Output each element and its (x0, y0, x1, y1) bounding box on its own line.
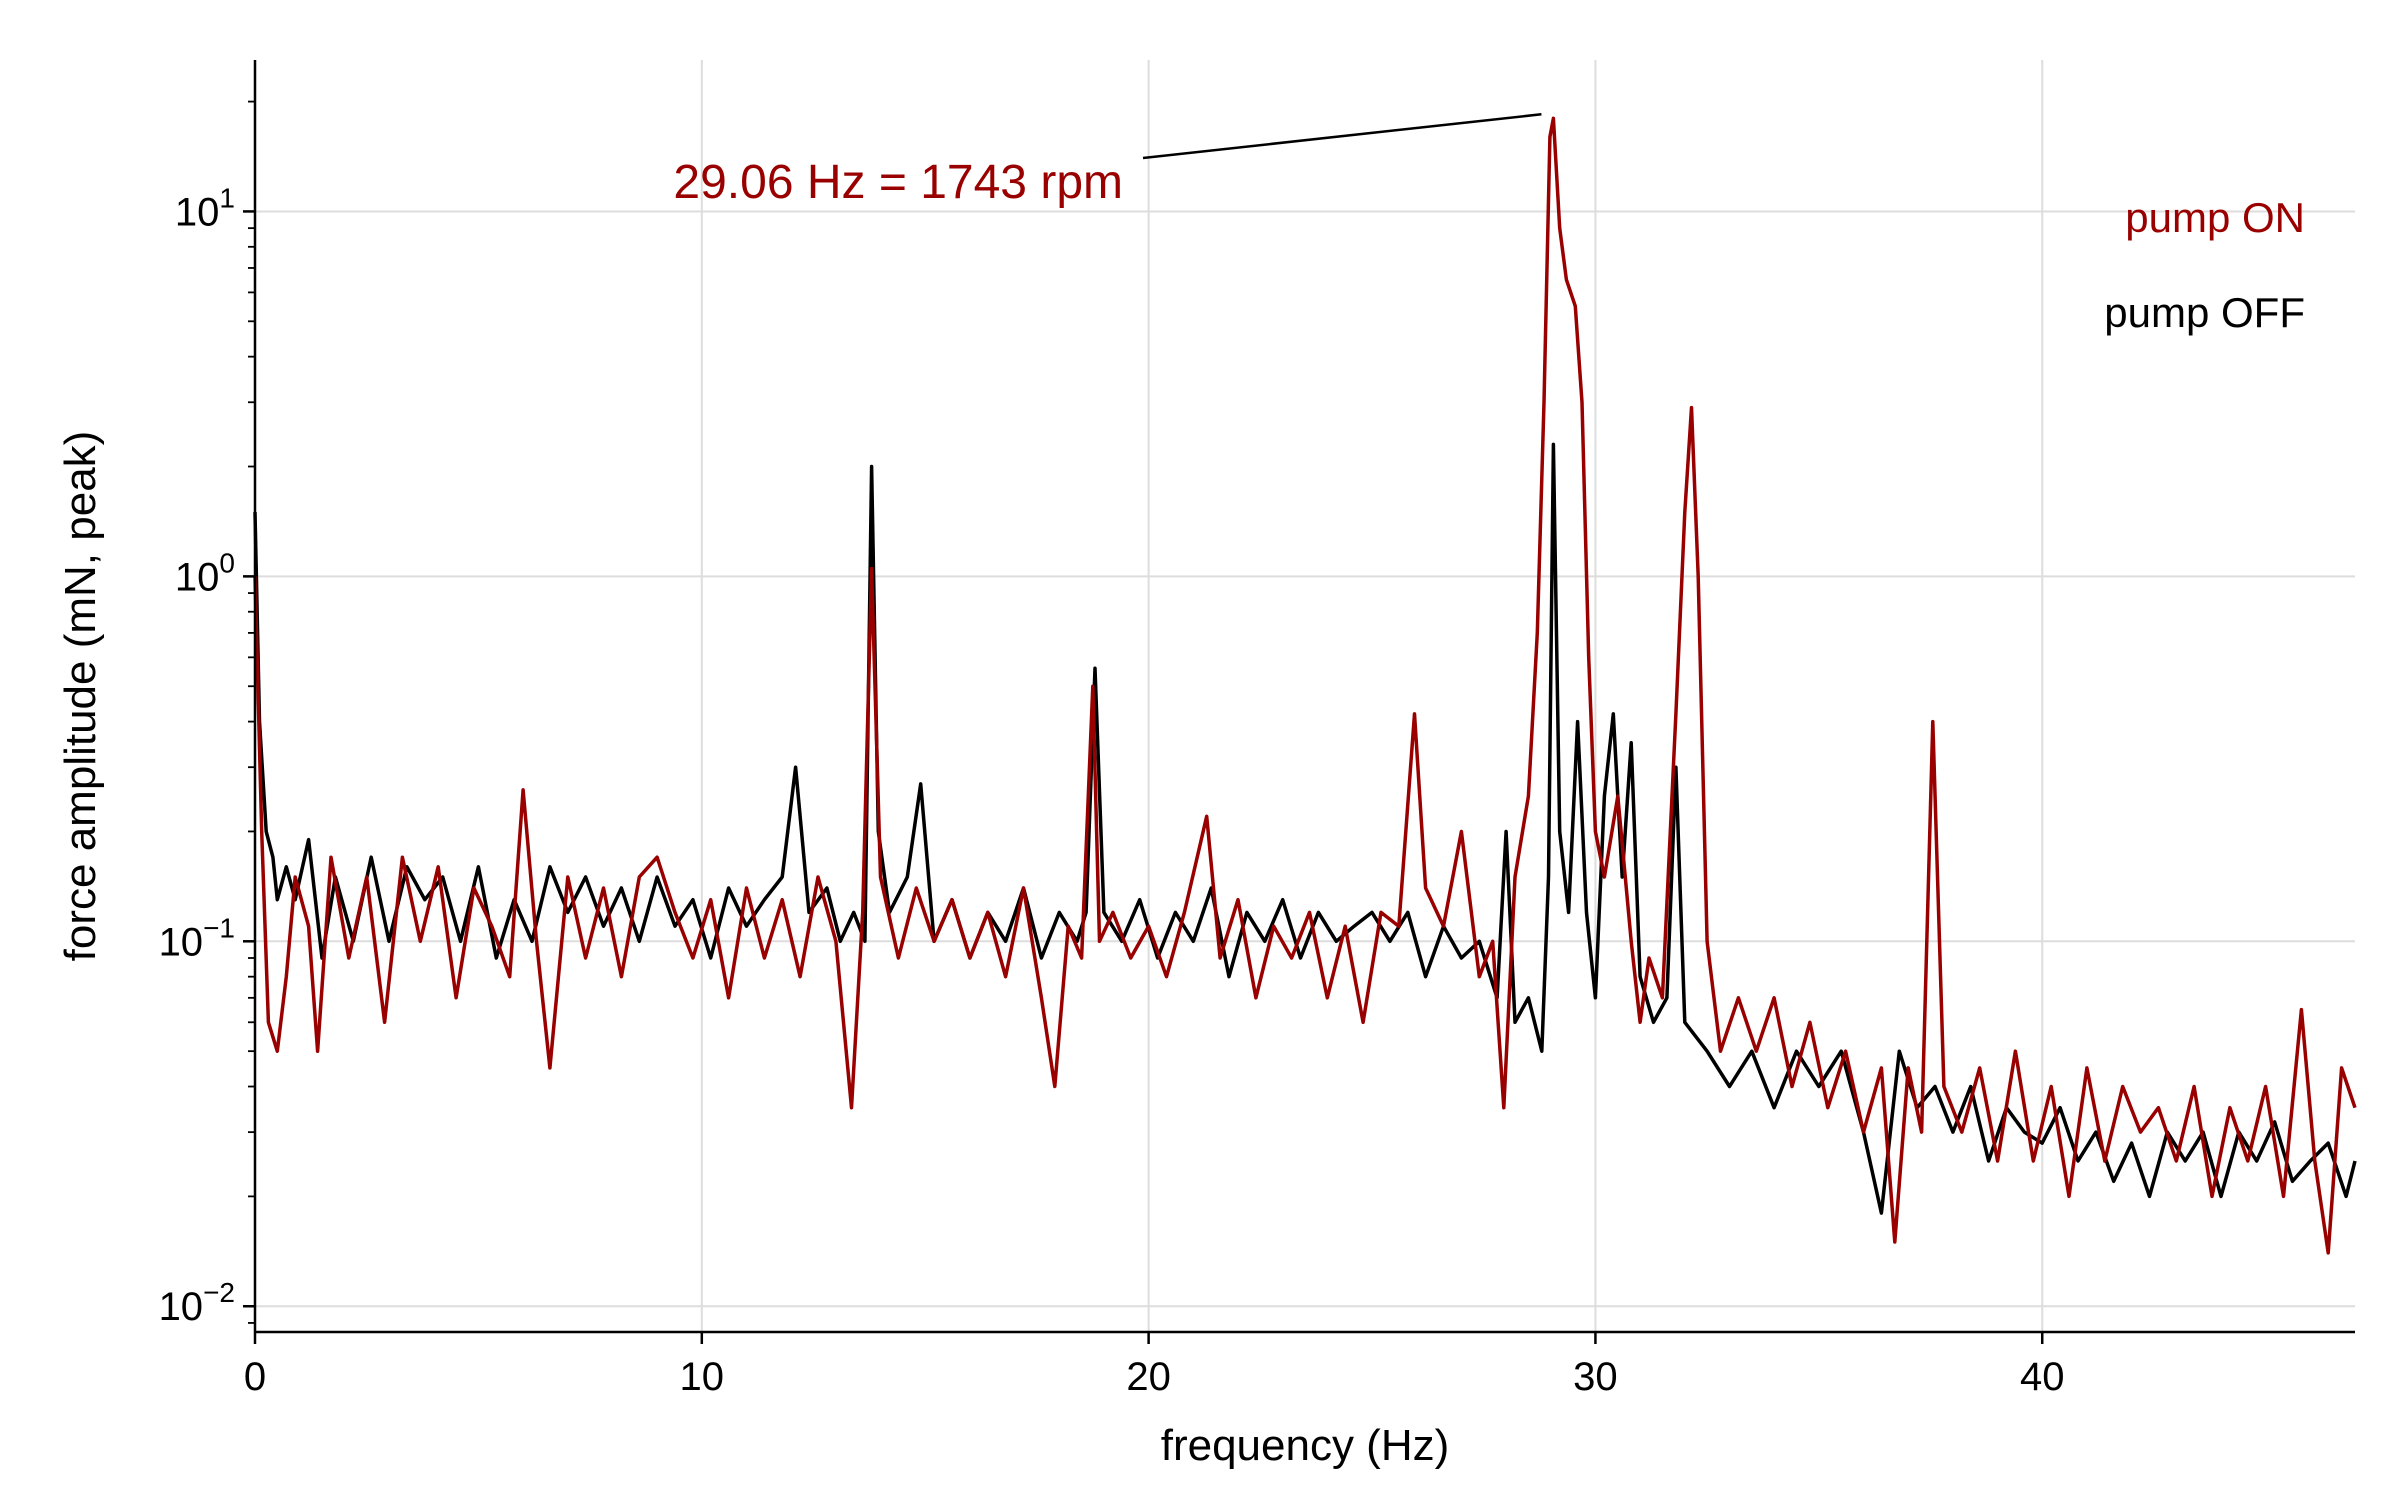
annotation-label: 29.06 Hz = 1743 rpm (673, 156, 1123, 209)
gridlines (255, 60, 2355, 1332)
x-tick-label: 20 (1126, 1355, 1171, 1399)
series-line-pump-on (253, 116, 2357, 1255)
y-tick-label: 10−1 (159, 912, 235, 964)
x-axis-title: frequency (Hz) (1161, 1421, 1450, 1470)
legend-label-pump-on: pump ON (2125, 194, 2305, 241)
y-axis-title: force amplitude (mN, peak) (56, 431, 105, 962)
annotation-leader-line (1142, 113, 1542, 160)
y-tick-label: 101 (175, 182, 235, 234)
tick-marks: 0 10 20 30 40 10−2 10−1 100 101 (159, 100, 2065, 1399)
axes (253, 60, 2355, 1334)
x-tick-label: 40 (2020, 1355, 2065, 1399)
series-lines (253, 116, 2357, 1255)
x-tick-label: 0 (244, 1355, 266, 1399)
peak-annotation: 29.06 Hz = 1743 rpm (673, 113, 1542, 209)
series-line-pump-off (253, 442, 2357, 1215)
x-tick-label: 10 (680, 1355, 725, 1399)
x-tick-label: 30 (1573, 1355, 1618, 1399)
y-tick-label: 10−2 (159, 1277, 235, 1329)
legend: pump ON pump OFF (2104, 194, 2305, 336)
legend-label-pump-off: pump OFF (2104, 289, 2305, 336)
y-tick-label: 100 (175, 547, 235, 599)
